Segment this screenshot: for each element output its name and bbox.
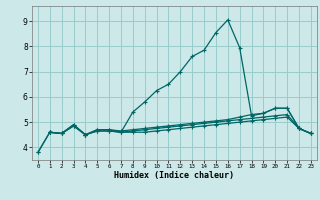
- X-axis label: Humidex (Indice chaleur): Humidex (Indice chaleur): [115, 171, 234, 180]
